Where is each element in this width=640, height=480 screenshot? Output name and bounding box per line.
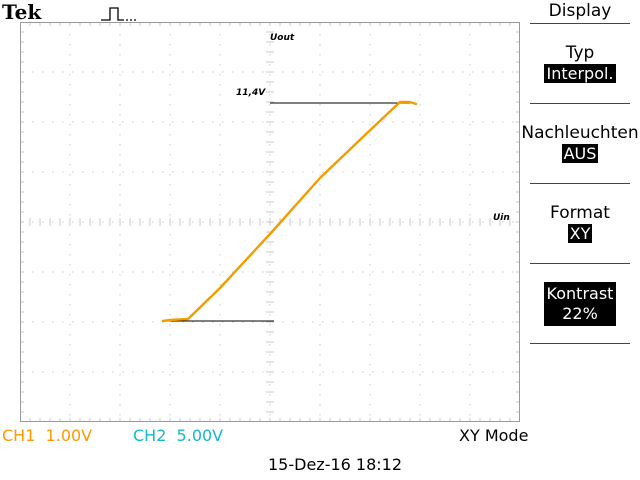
level-label: 11,4V [236, 88, 266, 98]
menu-item-kontrast[interactable]: Kontrast 22% [520, 282, 640, 326]
menu-separator [530, 263, 630, 264]
menu-item-label: Nachleuchten [521, 123, 639, 143]
datetime-stamp: 15-Dez-16 18:12 [268, 455, 403, 474]
brand-logo: Tek [2, 0, 42, 24]
menu-item-label: Format [550, 203, 610, 223]
menu-item-nachleuchten[interactable]: Nachleuchten AUS [520, 123, 640, 163]
oscilloscope-screen: Uout Uin 11,4V [20, 22, 520, 422]
menu-item-value: XY [567, 224, 593, 243]
kontrast-box: Kontrast 22% [543, 282, 617, 326]
xy-plot: Uout Uin 11,4V [20, 22, 520, 422]
menu-separator [530, 183, 630, 184]
mode-indicator: XY Mode [459, 426, 529, 445]
menu-separator [530, 343, 630, 344]
pulse-trigger-icon [101, 7, 136, 21]
menu-item-value: AUS [561, 144, 599, 163]
menu-item-value: Interpol. [544, 64, 616, 83]
menu-item-value: 22% [562, 304, 598, 323]
menu-separator [530, 23, 630, 24]
menu-item-typ[interactable]: Typ Interpol. [520, 43, 640, 83]
side-menu: Display Typ Interpol. Nachleuchten AUS F… [520, 0, 640, 480]
menu-title: Display [548, 1, 612, 21]
menu-item-label: Kontrast [546, 284, 614, 303]
menu-item-format[interactable]: Format XY [520, 203, 640, 243]
ch2-scale: CH2 5.00V [133, 426, 224, 445]
x-axis-label: Uin [493, 213, 510, 223]
xy-trace [161, 100, 418, 323]
menu-item-label: Typ [565, 43, 595, 63]
screen-border [20, 22, 520, 422]
menu-separator [530, 103, 630, 104]
y-axis-label: Uout [270, 33, 295, 43]
ch1-scale: CH1 1.00V [2, 426, 93, 445]
graticule [20, 22, 520, 422]
